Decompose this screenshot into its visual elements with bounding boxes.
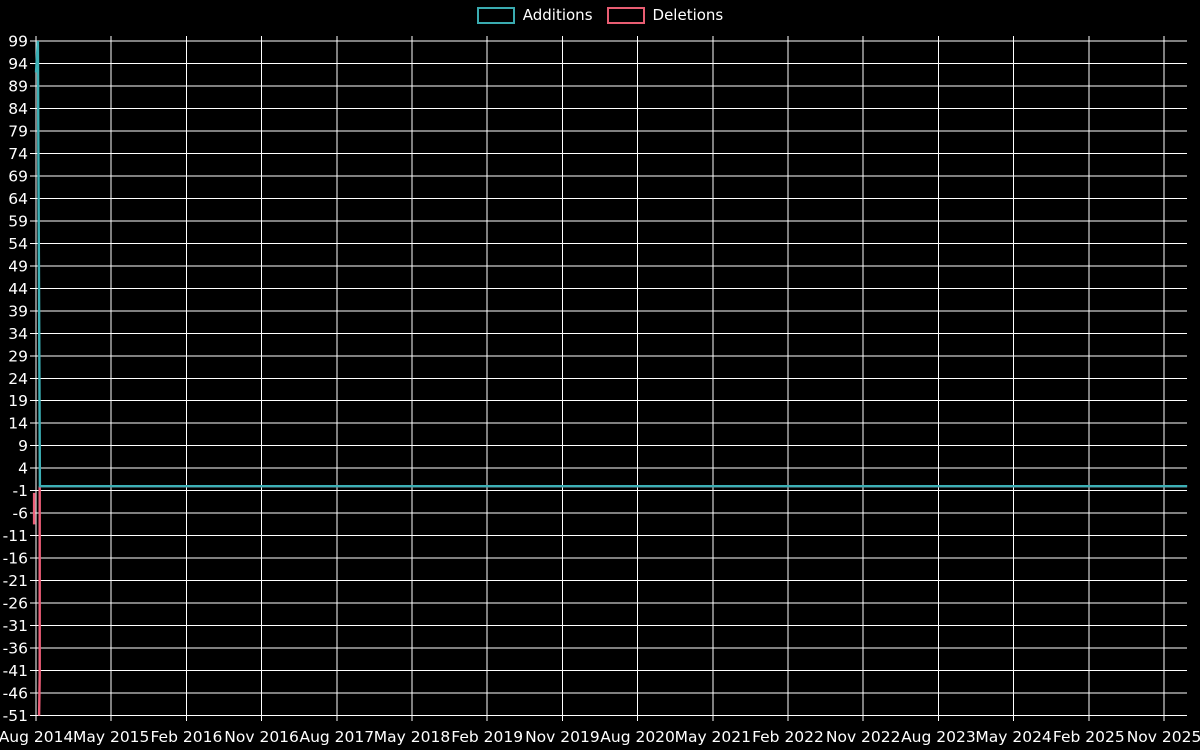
y-gridlines — [30, 40, 1187, 716]
y-tick-label: -26 — [3, 595, 28, 613]
chart-legend: Additions Deletions — [0, 7, 1200, 24]
additions-legend-label: Additions — [522, 6, 593, 24]
y-tick-label: 74 — [8, 145, 28, 163]
y-tick-label: 39 — [8, 302, 28, 320]
y-tick-label: 4 — [18, 460, 28, 478]
x-tick-label: May 2024 — [975, 728, 1051, 746]
y-tick-label: -51 — [3, 707, 28, 725]
y-tick-label: 94 — [8, 55, 28, 73]
y-tick-label: -16 — [3, 550, 28, 568]
y-tick-label: -41 — [3, 662, 28, 680]
additions-swatch-icon — [476, 7, 515, 24]
deletions-line — [32, 485, 1188, 716]
y-tick-label: -46 — [3, 685, 28, 703]
y-tick-label: -21 — [3, 572, 28, 590]
x-tick-label: Feb 2025 — [1053, 728, 1125, 746]
y-tick-label: 9 — [18, 437, 28, 455]
y-tick-label: 64 — [8, 190, 28, 208]
x-tick-label: Feb 2019 — [451, 728, 523, 746]
legend-item-deletions[interactable]: Deletions — [606, 6, 724, 24]
y-tick-label: 34 — [8, 325, 28, 343]
y-tick-label: 89 — [8, 77, 28, 95]
x-tick-label: Aug 2020 — [600, 728, 675, 746]
x-tick-label: Nov 2016 — [224, 728, 299, 746]
x-tick-label: May 2018 — [374, 728, 450, 746]
y-tick-label: 14 — [8, 415, 28, 433]
x-gridlines — [35, 36, 1165, 721]
x-tick-label: Aug 2014 — [0, 728, 73, 746]
y-tick-label: 84 — [8, 100, 28, 118]
x-tick-label: Nov 2025 — [1127, 728, 1200, 746]
y-tick-label: 54 — [8, 235, 28, 253]
y-tick-label: 19 — [8, 392, 28, 410]
legend-item-additions[interactable]: Additions — [476, 6, 593, 24]
y-tick-label: 24 — [8, 370, 28, 388]
x-tick-label: Aug 2023 — [901, 728, 976, 746]
y-tick-label: -1 — [13, 482, 28, 500]
y-tick-label: -6 — [13, 505, 28, 523]
y-tick-labels: 99948984797469645954494439342924191494-1… — [3, 33, 28, 726]
y-tick-label: -36 — [3, 640, 28, 658]
y-tick-label: 29 — [8, 347, 28, 365]
x-tick-label: Feb 2022 — [752, 728, 824, 746]
x-tick-label: May 2021 — [675, 728, 751, 746]
y-tick-label: 69 — [8, 167, 28, 185]
y-tick-label: -31 — [3, 617, 28, 635]
x-tick-labels: Aug 2014 May 2015 Feb 2016 Nov 2016 Aug 2017… — [0, 728, 1200, 746]
additions-line — [34, 40, 1188, 488]
y-tick-label: -11 — [3, 527, 28, 545]
y-tick-label: 59 — [8, 212, 28, 230]
y-tick-label: 44 — [8, 280, 28, 298]
y-tick-label: 79 — [8, 122, 28, 140]
y-tick-label: 99 — [8, 33, 28, 51]
x-tick-label: Nov 2019 — [525, 728, 600, 746]
deletions-swatch-icon — [606, 7, 645, 24]
y-tick-label: 49 — [8, 257, 28, 275]
x-tick-label: Aug 2017 — [299, 728, 374, 746]
x-tick-label: Nov 2022 — [826, 728, 901, 746]
deletions-legend-label: Deletions — [652, 6, 724, 24]
x-tick-label: Feb 2016 — [150, 728, 222, 746]
x-tick-label: May 2015 — [73, 728, 149, 746]
